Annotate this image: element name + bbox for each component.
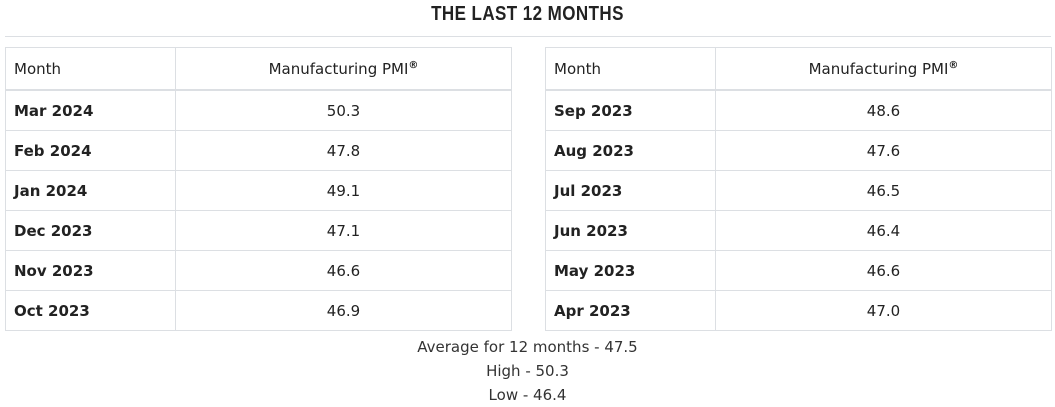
table-row: Nov 2023 46.6 [5,250,512,291]
table-row: Oct 2023 46.9 [5,290,512,331]
month-cell: Feb 2024 [5,130,176,171]
pmi-value-cell: 50.3 [175,89,512,131]
table-row: May 2023 46.6 [545,250,1052,291]
month-cell: Sep 2023 [545,89,716,131]
month-cell: Dec 2023 [5,210,176,251]
month-cell: Apr 2023 [545,290,716,331]
column-header-pmi: Manufacturing PMI® [175,47,512,91]
pmi-value-cell: 48.6 [715,89,1052,131]
summary-high: High - 50.3 [486,362,569,380]
pmi-value-cell: 46.5 [715,170,1052,211]
pmi-value-cell: 49.1 [175,170,512,211]
pmi-value-cell: 47.0 [715,290,1052,331]
month-cell: Jul 2023 [545,170,716,211]
pmi-table-right: Month Manufacturing PMI® Sep 2023 48.6 Aug 2… [545,47,1052,331]
month-cell: May 2023 [545,250,716,291]
header-row: Month Manufacturing PMI® [5,47,512,91]
pmi-value-cell: 46.4 [715,210,1052,251]
column-header-pmi: Manufacturing PMI® [715,47,1052,91]
table-row: Feb 2024 47.8 [5,130,512,171]
table-row: Jun 2023 46.4 [545,210,1052,251]
table-row: Sep 2023 48.6 [545,89,1052,131]
divider [5,36,1051,37]
summary-low: Low - 46.4 [488,386,567,404]
pmi-value-cell: 46.6 [175,250,512,291]
month-cell: Oct 2023 [5,290,176,331]
month-cell: Nov 2023 [5,250,176,291]
month-cell: Jun 2023 [545,210,716,251]
column-header-month: Month [5,47,176,91]
page-title: THE LAST 12 MONTHS [431,3,624,25]
table-row: Jan 2024 49.1 [5,170,512,211]
header-row: Month Manufacturing PMI® [545,47,1052,91]
summary-average: Average for 12 months - 47.5 [417,338,638,356]
summary: Average for 12 months - 47.5 High - 50.3… [0,335,1055,407]
pmi-value-cell: 46.9 [175,290,512,331]
pmi-label: Manufacturing PMI [268,59,409,78]
table-row: Mar 2024 50.3 [5,89,512,131]
month-cell: Jan 2024 [5,170,176,211]
pmi-value-cell: 47.6 [715,130,1052,171]
registered-mark: ® [948,59,959,71]
table-row: Aug 2023 47.6 [545,130,1052,171]
table-row: Jul 2023 46.5 [545,170,1052,211]
pmi-value-cell: 47.1 [175,210,512,251]
pmi-value-cell: 47.8 [175,130,512,171]
pmi-table-left: Month Manufacturing PMI® Mar 2024 50.3 Feb 2… [5,47,512,331]
registered-mark: ® [408,59,419,71]
table-row: Dec 2023 47.1 [5,210,512,251]
table-row: Apr 2023 47.0 [545,290,1052,331]
month-cell: Aug 2023 [545,130,716,171]
pmi-value-cell: 46.6 [715,250,1052,291]
pmi-label: Manufacturing PMI [808,59,949,78]
column-header-month: Month [545,47,716,91]
month-cell: Mar 2024 [5,89,176,131]
